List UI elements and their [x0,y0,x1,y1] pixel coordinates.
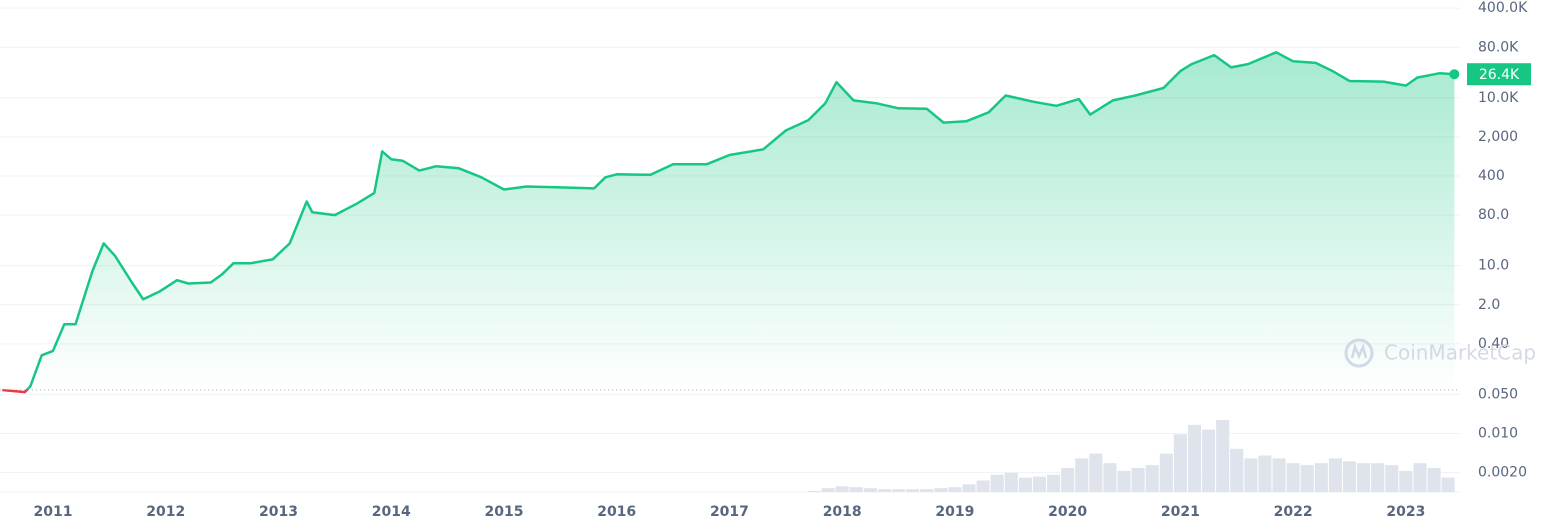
y-tick-label: 400 [1478,168,1505,184]
volume-bar [1145,465,1159,492]
volume-bar [807,491,821,492]
volume-bar [1018,477,1032,492]
x-tick-label: 2011 [34,504,73,520]
volume-bar [1342,461,1357,492]
y-tick-label: 2.0 [1478,297,1500,313]
volume-bar [1187,424,1202,492]
volume-bar [1385,465,1399,492]
x-tick-label: 2017 [710,504,749,520]
volume-bar [1230,448,1244,492]
volume-bar [1244,458,1258,492]
y-tick-label: 10.0K [1478,90,1519,106]
volume-bar [821,488,835,492]
x-tick-label: 2021 [1161,504,1200,520]
watermark-logo [1344,338,1374,368]
volume-bar [962,484,976,492]
volume-bar [1117,470,1131,492]
y-tick-label: 80.0 [1478,207,1509,223]
x-tick-label: 2018 [823,504,862,520]
x-tick-label: 2016 [597,504,636,520]
y-tick-label: 0.010 [1478,425,1518,441]
volume-bar [1202,429,1216,492]
volume-bar [849,487,863,492]
volume-bar [1427,468,1441,492]
volume-bar [1357,463,1371,492]
y-tick-label: 2,000 [1478,129,1518,145]
volume-bar [1159,453,1173,492]
volume-bar [835,486,849,492]
volume-bar [877,489,892,492]
volume-bar [1061,468,1075,492]
last-price-tag [1467,63,1531,86]
watermark: CoinMarketCap [1344,338,1536,368]
volume-bar [1314,463,1328,492]
watermark-text: CoinMarketCap [1384,341,1536,365]
volume-bar [1328,458,1342,492]
volume-bar [1173,434,1187,492]
volume-bar [1399,470,1413,492]
last-price-label: 26.4K [1479,67,1520,83]
volume-bar [1004,472,1018,492]
volume-bar [934,488,948,492]
volume-bar [1216,420,1230,492]
x-tick-label: 2015 [484,504,523,520]
volume-bar [990,474,1004,492]
volume-bar [906,489,920,492]
volume-bar [1371,463,1385,492]
volume-bar [1441,477,1455,492]
volume-bar [863,488,877,492]
x-tick-label: 2013 [259,504,298,520]
volume-bar [892,489,906,492]
x-tick-label: 2022 [1274,504,1313,520]
x-tick-label: 2020 [1048,504,1087,520]
volume-bar [1075,458,1089,492]
price-line [2,51,1455,390]
volume-bar [1032,476,1047,492]
volume-bar [1286,463,1300,492]
x-tick-label: 2023 [1386,504,1425,520]
y-tick-label: 0.0020 [1478,465,1527,481]
volume-bar [1300,465,1314,492]
volume-bar [1131,468,1145,492]
volume-bar [948,487,962,492]
y-tick-label: 10.0 [1478,258,1509,274]
y-tick-label: 0.40 [1478,336,1509,352]
x-tick-label: 2014 [372,504,411,520]
y-tick-label: 0.050 [1478,386,1518,402]
watermark-logo-mark [1350,343,1368,360]
volume-bar [1103,463,1117,492]
y-tick-label: 400.0K [1478,0,1528,16]
volume-bar [1272,458,1286,492]
volume-bar [1258,455,1272,492]
price-area [2,52,1455,393]
volume-bar [1047,474,1061,492]
volume-bar [976,480,990,492]
volume-bar [1089,453,1103,492]
volume-bar [920,489,934,492]
x-tick-label: 2012 [146,504,185,520]
last-price-dot [1449,69,1460,80]
volume-bar [1413,463,1427,492]
x-tick-label: 2019 [935,504,974,520]
y-tick-label: 80.0K [1478,39,1519,55]
